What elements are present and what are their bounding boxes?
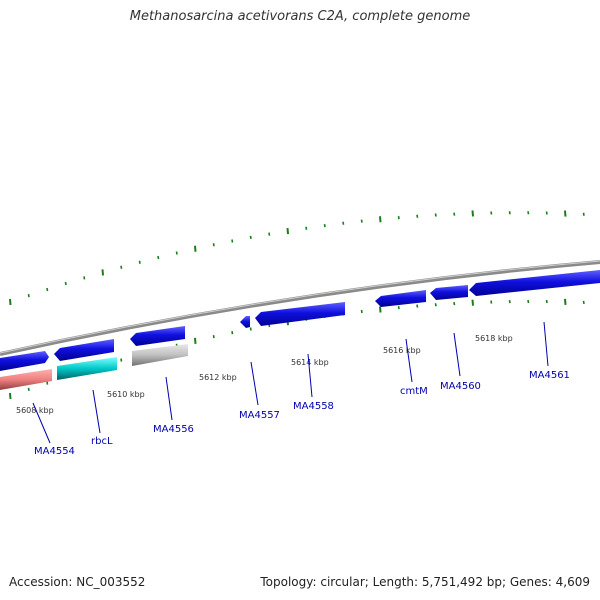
leader-ma4556	[165, 376, 173, 421]
tick-mark	[9, 392, 12, 400]
tick-mark	[9, 298, 12, 306]
leader-ma4560	[453, 332, 461, 377]
gene-label-ma4556[interactable]: MA4556	[153, 424, 194, 435]
tick-mark	[360, 309, 363, 314]
tick-mark	[508, 211, 511, 215]
gene-label-ma4561[interactable]: MA4561	[529, 370, 570, 381]
genome-backbone-highlight	[0, 260, 600, 354]
tick-mark	[416, 304, 419, 308]
gene-label-ma4554[interactable]: MA4554	[34, 446, 75, 457]
gene-label-ma4558[interactable]: MA4558	[293, 401, 334, 412]
gene-box-cyan[interactable]	[57, 357, 117, 380]
gene-label-ma4560[interactable]: MA4560	[440, 381, 481, 392]
leader-ma4561	[543, 321, 549, 367]
gene-arrow-2[interactable]	[255, 302, 345, 326]
tick-mark	[342, 221, 345, 225]
tick-mark	[194, 245, 197, 252]
tick-mark	[46, 381, 49, 385]
tick-mark	[101, 269, 104, 276]
tick-mark	[453, 212, 456, 216]
tick-mark	[434, 213, 437, 217]
tick-row-outer	[9, 210, 585, 306]
tick-mark	[249, 327, 252, 331]
tick-mark	[286, 227, 289, 235]
tick-mark	[416, 214, 419, 218]
kbp-label: 5608 kbp	[16, 406, 54, 415]
tick-mark	[582, 300, 585, 305]
tick-mark	[27, 387, 30, 392]
genome-backbone	[0, 260, 600, 356]
leader-rbcl	[92, 389, 101, 434]
tick-mark	[397, 306, 400, 310]
genome-summary-text: Topology: circular; Length: 5,751,492 bp…	[260, 575, 590, 589]
gene-label-ma4557[interactable]: MA4557	[239, 410, 280, 421]
gene-label-cmtm[interactable]: cmtM	[400, 386, 428, 397]
gene-arrow-4[interactable]	[430, 285, 468, 300]
tick-mark	[305, 226, 308, 230]
gene-arrow-1[interactable]	[240, 316, 250, 328]
tick-mark	[545, 211, 548, 215]
tick-mark	[379, 216, 382, 223]
kbp-label: 5614 kbp	[291, 358, 329, 367]
tick-mark	[83, 276, 86, 280]
tick-mark	[471, 299, 474, 306]
tick-mark	[360, 219, 363, 223]
gene-arrow-3[interactable]	[375, 290, 426, 307]
leader-ma4558	[307, 353, 313, 398]
tick-mark	[323, 223, 326, 228]
tick-mark	[138, 260, 141, 264]
tick-mark	[249, 235, 252, 240]
tick-mark	[397, 215, 400, 220]
tick-mark	[490, 300, 493, 304]
tick-mark	[379, 306, 382, 313]
gene-arrow-5[interactable]	[469, 270, 600, 296]
gene-label-rbcl[interactable]: rbcL	[91, 436, 113, 447]
tick-mark	[508, 300, 511, 304]
kbp-label: 5618 kbp	[475, 334, 513, 343]
tick-mark	[471, 210, 474, 217]
tick-mark	[194, 337, 197, 344]
tick-mark	[268, 232, 271, 236]
tick-mark	[564, 210, 567, 217]
tick-mark	[212, 243, 215, 247]
tick-mark	[120, 265, 123, 269]
tick-mark	[564, 298, 567, 305]
kbp-label: 5616 kbp	[383, 346, 421, 355]
tick-mark	[434, 303, 437, 307]
accession-text: Accession: NC_003552	[9, 575, 146, 589]
tick-mark	[231, 239, 234, 243]
gene-arrow-ma4556-blue[interactable]	[130, 326, 185, 346]
tick-mark	[527, 211, 530, 215]
leader-ma4554	[32, 402, 51, 444]
gene-arrow-ma4554[interactable]	[0, 351, 49, 371]
leader-ma4557	[250, 361, 259, 406]
map-title: Methanosarcina acetivorans C2A, complete…	[129, 9, 471, 24]
tick-mark	[175, 251, 178, 255]
gene-arrow-rbcl-blue[interactable]	[54, 339, 114, 361]
kbp-label: 5610 kbp	[107, 390, 145, 399]
tick-mark	[157, 255, 160, 260]
gene-box-pink[interactable]	[0, 369, 52, 390]
leader-cmtm	[405, 338, 413, 383]
tick-mark	[527, 299, 530, 304]
tick-mark	[582, 212, 585, 216]
tick-mark	[27, 293, 30, 298]
tick-mark	[545, 299, 548, 304]
gene-box-gray[interactable]	[132, 344, 188, 366]
tick-mark	[231, 331, 234, 335]
tick-mark	[46, 287, 49, 292]
tick-mark	[64, 281, 67, 286]
kbp-label: 5612 kbp	[199, 373, 237, 382]
tick-mark	[212, 335, 215, 339]
tick-mark	[453, 301, 456, 306]
tick-mark	[120, 358, 123, 362]
tick-mark	[490, 211, 493, 215]
